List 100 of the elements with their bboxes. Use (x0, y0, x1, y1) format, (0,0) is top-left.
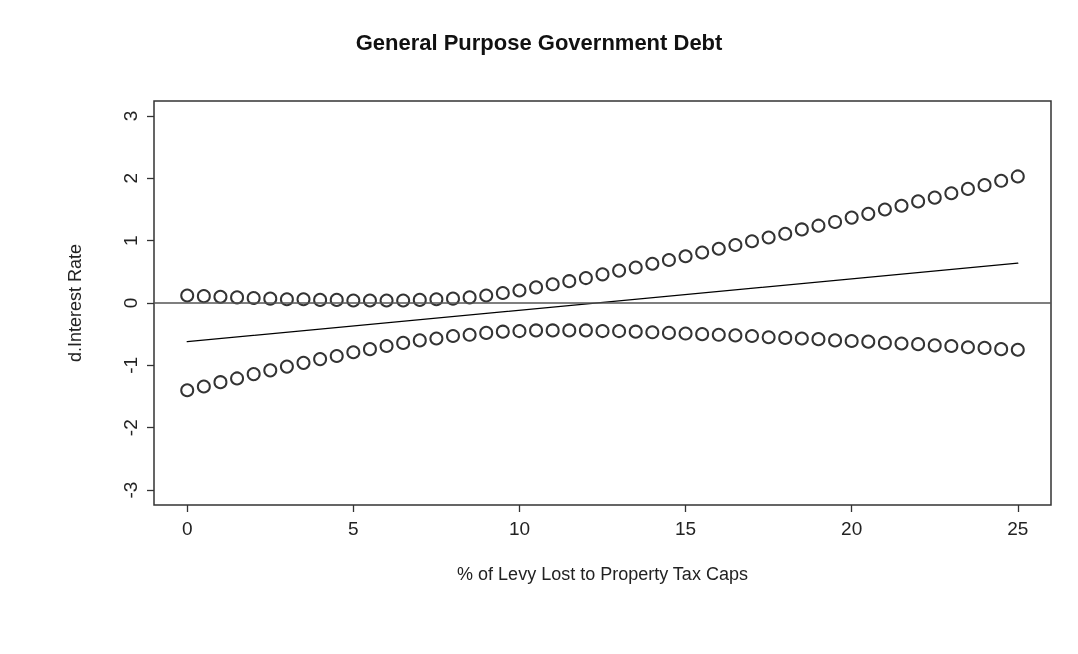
point (545, 323, 560, 338)
point (346, 345, 361, 360)
point (877, 202, 892, 217)
point (462, 327, 477, 342)
point (911, 194, 926, 209)
x-tick-label: 5 (348, 518, 359, 539)
point (778, 226, 793, 241)
point (695, 327, 710, 342)
point (495, 324, 510, 339)
point (595, 267, 610, 282)
point (711, 241, 726, 256)
y-tick-label: -3 (120, 481, 141, 499)
point (279, 359, 294, 374)
y-tick-label: -1 (120, 356, 141, 374)
point (628, 260, 643, 275)
y-tick-label: 2 (120, 173, 141, 184)
x-tick-label: 20 (841, 518, 863, 539)
point (263, 363, 278, 378)
point (578, 271, 593, 286)
point (379, 339, 394, 354)
point (811, 218, 826, 233)
point (329, 349, 344, 363)
point (711, 327, 726, 342)
x-tick-label: 0 (181, 518, 193, 539)
point (396, 335, 411, 350)
point (661, 325, 676, 340)
point (213, 289, 228, 304)
point (180, 288, 195, 303)
point (944, 186, 959, 201)
point (977, 340, 992, 355)
point (994, 173, 1009, 188)
point (745, 329, 759, 344)
point (661, 252, 676, 267)
point (562, 274, 577, 289)
y-axis-title: d.Interest Rate (65, 243, 85, 363)
point (196, 379, 211, 394)
point (296, 355, 311, 370)
point (828, 333, 843, 348)
point (844, 334, 859, 349)
x-tick-label: 10 (508, 518, 531, 539)
x-tick-label: 25 (1007, 518, 1029, 539)
y-tick-label: 3 (120, 110, 141, 122)
point (529, 280, 544, 295)
point (628, 324, 643, 339)
point (778, 330, 793, 345)
point (927, 338, 942, 353)
point (994, 342, 1009, 357)
point (612, 324, 627, 339)
point (213, 375, 228, 390)
point (861, 206, 876, 221)
point (745, 234, 759, 249)
point (230, 371, 245, 386)
point (246, 367, 261, 382)
point (479, 288, 494, 303)
point (196, 289, 211, 304)
point (977, 178, 992, 193)
point (828, 214, 843, 229)
point (728, 238, 743, 253)
point (894, 198, 909, 213)
point (944, 339, 959, 354)
point (761, 230, 776, 245)
y-tick-label: -2 (120, 419, 141, 437)
point (911, 337, 926, 352)
point (695, 245, 710, 260)
point (479, 325, 494, 340)
point (512, 324, 527, 339)
point (1010, 169, 1025, 184)
point (794, 331, 809, 346)
point (512, 283, 527, 298)
point (462, 290, 477, 305)
point (495, 286, 510, 301)
y-tick-label: 1 (120, 235, 141, 246)
point (313, 352, 328, 367)
y-tick-label: 0 (120, 297, 141, 309)
point (180, 383, 195, 398)
point (877, 335, 892, 350)
point (446, 329, 460, 344)
point (794, 222, 809, 237)
point (562, 323, 577, 338)
point (595, 324, 610, 339)
point (844, 210, 859, 225)
point (529, 323, 544, 338)
point (612, 263, 627, 278)
point (412, 333, 427, 348)
point (578, 323, 593, 338)
point (678, 249, 693, 264)
point (230, 290, 245, 305)
point (362, 342, 377, 357)
point (761, 330, 776, 345)
point (545, 277, 560, 292)
point (678, 326, 693, 341)
x-tick-label: 15 (674, 518, 697, 539)
point (1010, 342, 1025, 357)
point (894, 336, 909, 351)
chart-title: General Purpose Government Debt (355, 29, 724, 55)
point (728, 328, 743, 343)
point (429, 331, 444, 346)
point (960, 340, 975, 355)
point (811, 332, 826, 347)
point (960, 181, 975, 196)
